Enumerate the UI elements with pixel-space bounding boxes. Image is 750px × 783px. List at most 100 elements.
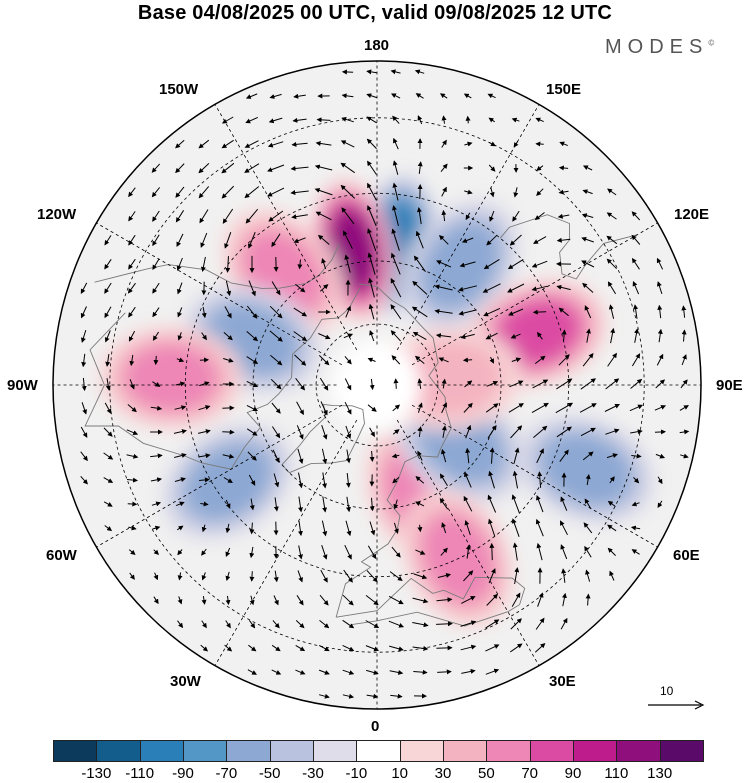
wind-vector [198, 453, 211, 459]
wind-vector [319, 620, 330, 629]
wind-vector [488, 518, 496, 537]
wind-vector [392, 115, 400, 124]
wind-vector [367, 252, 376, 275]
wind-vector [631, 453, 642, 459]
wind-vector [415, 501, 425, 507]
wind-vector [104, 306, 112, 319]
wind-vector [244, 163, 260, 173]
wind-vector [414, 69, 425, 75]
wind-vector [631, 353, 641, 367]
wind-vector [104, 235, 112, 246]
wind-vector [440, 547, 448, 556]
wind-vector [296, 425, 304, 440]
wind-vector [225, 256, 231, 273]
wind-vector [485, 619, 500, 629]
wind-vector [175, 210, 185, 223]
wind-vector [630, 525, 641, 531]
wind-vector [321, 425, 328, 440]
wind-vector [608, 304, 615, 319]
wind-vector [465, 424, 472, 439]
wind-vector [464, 141, 473, 147]
wind-vector [412, 280, 428, 295]
reference-vector-arrow [648, 700, 705, 710]
wind-vector [200, 232, 208, 248]
wind-vector [488, 117, 495, 123]
wind-vector [438, 357, 449, 363]
wind-vector [586, 328, 591, 343]
wind-vector [127, 501, 138, 507]
wind-vector [247, 451, 257, 461]
wind-vector [295, 669, 306, 675]
wind-vector [607, 352, 617, 367]
wind-vector [273, 473, 280, 488]
wind-vector [487, 93, 496, 99]
wind-vector [392, 404, 401, 412]
wind-vector [345, 305, 352, 318]
coastline-2 [231, 243, 340, 289]
wind-vector [174, 453, 187, 458]
wind-vector [392, 429, 400, 435]
wind-vector [225, 571, 231, 582]
meridian-60 [411, 404, 658, 548]
wind-vector [295, 377, 306, 391]
wind-vector [389, 645, 404, 652]
wind-vector [245, 93, 258, 99]
wind-vector [368, 277, 375, 298]
wind-vector [487, 424, 497, 439]
wind-vector [417, 115, 423, 125]
wind-vector [486, 234, 498, 246]
wind-vector [581, 213, 594, 219]
wind-vector [633, 304, 639, 319]
wind-vector [318, 644, 330, 652]
wind-vector [417, 402, 423, 413]
wind-vector [417, 161, 423, 174]
wind-vector [201, 572, 207, 581]
wind-vector [582, 282, 594, 293]
wind-vector [222, 208, 234, 224]
wind-vector [463, 402, 473, 413]
wind-vectors [80, 69, 690, 699]
wind-vector [315, 211, 332, 221]
wind-vector [198, 163, 210, 174]
lon-label-30w: 30W [170, 673, 201, 690]
wind-vector [225, 499, 231, 509]
wind-vector [128, 258, 136, 270]
wind-vector [536, 494, 544, 513]
wind-vector [392, 160, 399, 175]
wind-vector [343, 569, 353, 583]
wind-vector [153, 572, 159, 581]
wind-vector [607, 524, 617, 532]
wind-vector [388, 620, 405, 628]
wind-vector [200, 644, 209, 652]
wind-vector [221, 162, 235, 174]
wind-vector [129, 354, 135, 367]
wind-vector [152, 307, 160, 318]
brand-logo: MODES© [605, 36, 714, 59]
wind-vector [413, 669, 428, 675]
wind-vector [223, 332, 233, 341]
wind-vector [268, 210, 284, 222]
wind-vector [314, 188, 333, 196]
wind-vector [318, 355, 330, 366]
wind-vector [105, 354, 111, 367]
wind-vector [631, 234, 641, 245]
wind-vector [510, 333, 521, 339]
wind-vector [438, 234, 449, 245]
wind-vector [560, 617, 568, 630]
wind-vector [656, 281, 663, 295]
wind-vector [177, 620, 184, 629]
wind-vector [607, 188, 617, 196]
wind-vector [342, 644, 355, 652]
lon-label-90e: 90E [716, 377, 743, 394]
wind-vector [560, 544, 568, 560]
wind-vector [344, 254, 351, 273]
colorbar-tick-label: -70 [215, 765, 238, 782]
wind-vector [319, 377, 329, 391]
wind-vector [440, 163, 448, 173]
wind-vector [368, 303, 375, 320]
wind-vector [291, 141, 308, 147]
wind-vector [297, 448, 304, 465]
colorbar-cell [313, 740, 358, 762]
wind-vector [177, 525, 184, 531]
colorbar-tick-label: 130 [647, 765, 673, 782]
